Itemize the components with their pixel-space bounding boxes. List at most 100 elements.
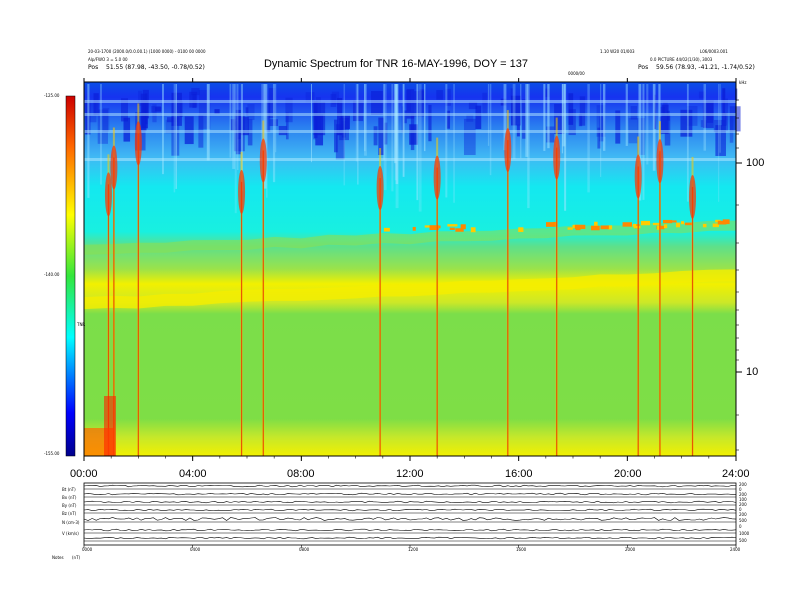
spectrum-blue-patch (214, 109, 220, 114)
spectrum-light-streak (232, 84, 236, 169)
spectrum-light-streak (275, 84, 277, 153)
spectrum-plasma-line (460, 224, 466, 230)
frequency-unit-label: kHz (739, 80, 747, 85)
spectrum-horizontal-band (84, 113, 736, 116)
bottom-right-tick-10: 1000 (739, 531, 750, 536)
spectrum-blue-patch (235, 117, 241, 155)
colorbar-tick-middle: -140.00 (44, 272, 60, 277)
bottom-x-tick-5: 1600 (516, 547, 527, 552)
spectrum-plasma-line (680, 221, 685, 225)
spectrum-blue-patch (285, 97, 293, 123)
spectrum-blue-patch (373, 126, 378, 146)
spectrum-light-streak (383, 84, 387, 191)
spectrum-blue-patch (729, 114, 734, 143)
spectrum-blue-patch (510, 88, 513, 99)
spectrum-light-streak (543, 84, 546, 151)
spectrum-plasma-line (717, 220, 727, 225)
spectrum-light-streak (234, 84, 237, 214)
x-tick-label-24: 24:00 (722, 468, 750, 480)
spectrum-burst-head (689, 174, 697, 219)
spectrum-blue-patch (468, 101, 478, 110)
spectrum-blue-patch (401, 106, 404, 133)
spectrum-blue-patch (102, 107, 110, 132)
spectrum-plasma-line (574, 224, 586, 229)
spectrum-burst-head (104, 172, 112, 217)
spectrum-burst-head (504, 128, 512, 173)
header-pos-value-right: 59.56 (78.93, -41.21, -1.74/0.52) (656, 64, 755, 71)
bottom-x-tick-2: 0400 (190, 547, 201, 552)
spectrum-burst-head (110, 145, 118, 190)
header-info-line1: 20-03-1700 (2000.0/0.0.00.1) (1000 0000)… (88, 49, 206, 54)
spectrum-blue-patch (406, 89, 415, 119)
spectrum-light-streak (383, 84, 385, 160)
bottom-right-tick-11: 500 (739, 538, 747, 543)
spectrum-blue-patch (240, 116, 249, 136)
spectrum-light-streak (652, 84, 656, 171)
spectrum-blue-patch (371, 91, 383, 115)
spectrum-blue-patch (715, 125, 726, 156)
spectrum-light-streak (564, 84, 567, 211)
spectrum-burst-core (507, 140, 509, 456)
spectrum-blue-patch (315, 114, 324, 146)
spectrum-light-streak (240, 84, 243, 192)
bottom-row-trace (83, 492, 736, 496)
bottom-right-tick-8: 500 (739, 518, 747, 523)
bottom-right-tick-6: 0 (739, 507, 742, 512)
spectrum-plasma-line (412, 226, 416, 231)
spectrum-light-streak (642, 84, 645, 200)
spectrum-light-streak (686, 84, 689, 202)
spectrum-blue-patch (466, 114, 474, 122)
spectrum-light-streak (394, 84, 397, 164)
spectrum-light-streak (206, 84, 210, 161)
bottom-right-tick-3: 200 (739, 492, 747, 497)
spectrum-light-streak (100, 84, 102, 185)
bottom-right-tick-1: 200 (739, 482, 747, 487)
spectrum-plasma-line (663, 224, 668, 229)
spectrum-blue-patch (123, 117, 131, 142)
spectrum-burst-head (553, 135, 561, 180)
spectrum-blue-patch (165, 119, 177, 134)
spectrum-blue-patch (721, 112, 727, 126)
spectrum-light-streak (453, 84, 455, 203)
spectrum-light-streak (503, 84, 507, 151)
spectrum-plasma-line (640, 220, 651, 226)
spectrum-blue-patch (596, 105, 606, 137)
spectrum-blue-patch (305, 92, 315, 103)
x-tick-label-00: 00:00 (70, 468, 98, 480)
spectrum-light-streak (229, 84, 232, 158)
spectrum-burst-head (634, 154, 642, 199)
bottom-row-trace (83, 517, 737, 521)
bottom-row-trace (83, 528, 737, 532)
spectrum-burst-core (262, 150, 264, 456)
bottom-right-tick-2: 0 (739, 487, 742, 492)
header-pos-label-left: Pos (88, 64, 99, 71)
bottom-row-trace (83, 484, 737, 488)
spectrum-blue-patch (463, 118, 476, 156)
spectrum-burst-core (436, 167, 438, 456)
spectrum-light-streak (646, 84, 649, 165)
spectrum-light-streak (263, 84, 267, 189)
spectrum-green-transition (84, 220, 736, 255)
spectrum-light-streak (489, 84, 492, 176)
spectrum-plasma-line (447, 224, 458, 227)
x-tick-label-08: 08:00 (287, 468, 315, 480)
spectrum-blue-patch (428, 104, 432, 142)
bottom-row-label-5: N (cm-3) (62, 520, 80, 525)
spectrum-light-streak (423, 84, 426, 152)
spectrum-blue-patch (599, 116, 604, 142)
spectrum-blue-patch (331, 91, 340, 105)
spectrum-plasma-line (662, 219, 673, 224)
spectrum-light-streak (173, 84, 176, 193)
spectrum-blue-patch (85, 100, 91, 135)
spectrum-plasma-line (607, 225, 613, 230)
spectrum-plasma-line (594, 221, 598, 227)
spectrogram-features (84, 84, 741, 457)
spectrum-burst-core (659, 151, 661, 457)
x-tick-label-04: 04:00 (179, 468, 207, 480)
bottom-row-label-6: V (km/s) (62, 531, 79, 536)
header-info-line2: Alp/FWO 3 = 5.0 00 (88, 57, 128, 62)
spectrum-blue-patch (698, 91, 705, 99)
spectrum-plasma-line (652, 222, 661, 226)
spectrum-blue-patch (546, 126, 555, 143)
spectrum-light-streak (658, 84, 661, 154)
